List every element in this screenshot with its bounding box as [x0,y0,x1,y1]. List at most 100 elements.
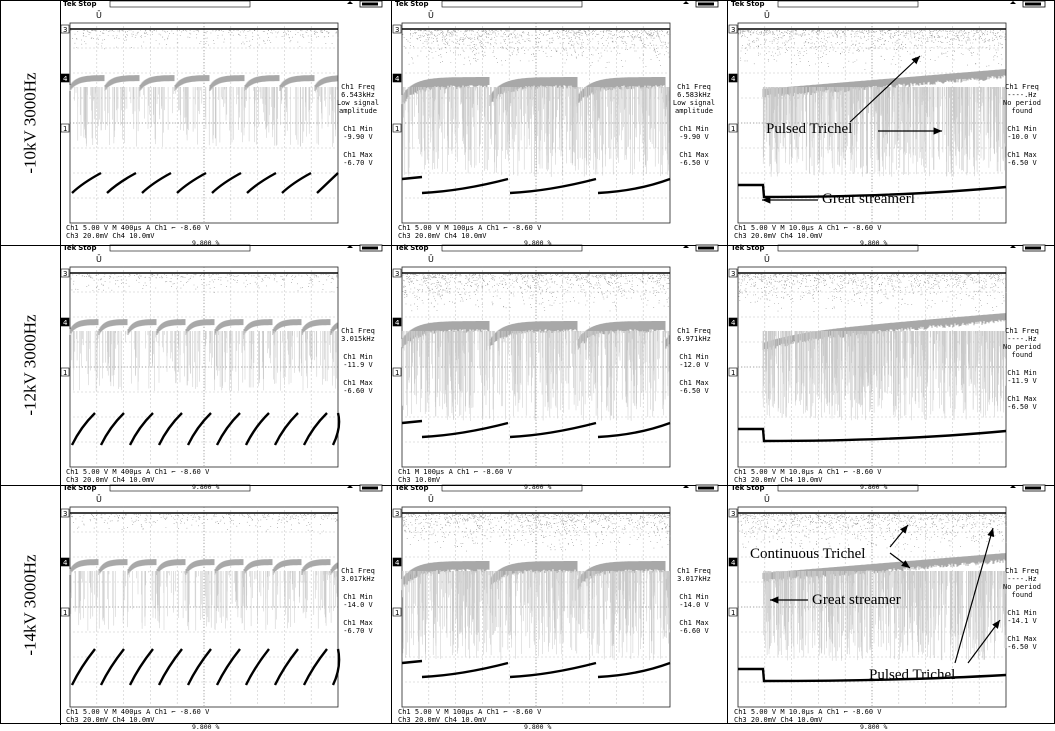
grid-dot [562,211,563,212]
grid-dot [952,115,953,116]
grid-dot [478,198,479,199]
grid-dot [96,407,97,408]
grid-dot [254,292,255,293]
grid-dot [284,267,285,268]
grid-dot [562,207,563,208]
grid-dot [562,463,563,464]
grid-dot [266,198,267,199]
grid-dot [94,442,95,443]
grid-dot [502,442,503,443]
grid-dot [643,311,644,312]
grid-dot [238,442,239,443]
grid-dot [509,211,510,212]
grid-dot [250,48,251,49]
meas-value: 3.015kHz [329,335,387,343]
grid-dot [818,51,819,52]
grid-dot [218,342,219,343]
grid-dot [934,173,935,174]
grid-dot [764,419,765,420]
grid-dot [96,287,97,288]
grid-dot [764,79,765,80]
grid-dot [177,91,178,92]
grid-dot [242,392,243,393]
grid-dot [222,48,223,49]
grid-dot [462,392,463,393]
grid-dot [257,175,258,176]
grid-dot [142,442,143,443]
trigger-icon [1010,245,1016,248]
grid-dot [826,48,827,49]
trigger-marker: Ū [428,254,434,264]
grid-dot [150,423,151,424]
grid-dot [210,317,211,318]
grid-dot [96,43,97,44]
grid-dot [177,219,178,220]
grid-dot [586,292,587,293]
grid-dot [257,31,258,32]
grid-dot [254,442,255,443]
grid-dot [802,73,803,74]
grid-dot [534,417,535,418]
grid-dot [230,455,231,456]
grid-dot [406,173,407,174]
grid-dot [284,183,285,184]
grid-dot [230,283,231,284]
grid-dot [764,303,765,304]
grid-dot [614,292,615,293]
grid-dot [562,179,563,180]
grid-dot [334,198,335,199]
grid-dot [246,173,247,174]
grid-dot [872,43,873,44]
grid-dot [86,342,87,343]
grid-dot [791,167,792,168]
grid-dot [94,198,95,199]
grid-dot [230,291,231,292]
grid-dot [894,173,895,174]
grid-dot [434,48,435,49]
grid-dot [598,73,599,74]
grid-dot [845,171,846,172]
grid-dot [284,59,285,60]
grid-dot [845,59,846,60]
grid-dot [758,98,759,99]
grid-dot [589,459,590,460]
grid-dot [96,147,97,148]
grid-dot [482,183,483,184]
grid-dot [455,315,456,316]
grid-dot [266,342,267,343]
grid-dot [658,48,659,49]
grid-dot [746,148,747,149]
grid-dot [630,442,631,443]
grid-dot [764,155,765,156]
grid-dot [642,392,643,393]
grid-dot [284,287,285,288]
grid-dot [74,292,75,293]
grid-dot [204,371,205,372]
grid-dot [818,187,819,188]
grid-dot [474,48,475,49]
grid-dot [162,317,163,318]
grid-dot [509,283,510,284]
grid-dot [178,292,179,293]
grid-dot [509,299,510,300]
grid-dot [934,198,935,199]
grid-dot [925,55,926,56]
grid-dot [818,403,819,404]
grid-dot [979,43,980,44]
grid-dot [284,291,285,292]
grid-dot [114,442,115,443]
grid-dot [518,417,519,418]
grid-dot [643,291,644,292]
grid-dot [925,207,926,208]
grid-dot [406,442,407,443]
grid-dot [150,148,151,149]
grid-dot [114,48,115,49]
grid-dot [126,317,127,318]
grid-dot [150,447,151,448]
grid-dot [257,179,258,180]
grid-dot [979,191,980,192]
grid-dot [257,335,258,336]
grid-dot [230,463,231,464]
trigger-marker: Ū [428,10,434,20]
grid-dot [850,173,851,174]
